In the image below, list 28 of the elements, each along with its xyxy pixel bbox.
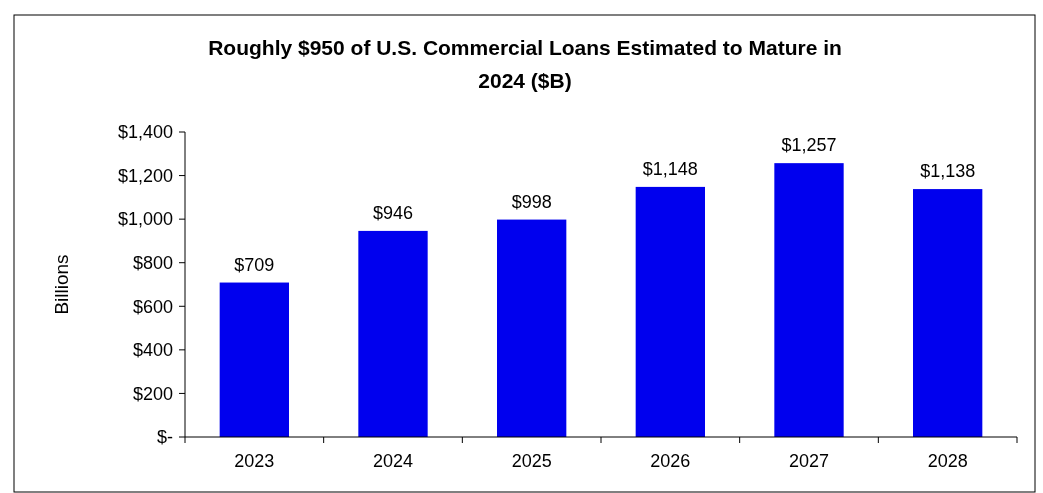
y-tick-label: $1,400 — [117, 122, 173, 143]
chart-title: Roughly $950 of U.S. Commercial Loans Estimated to Mature in 2024 ($B) — [208, 36, 842, 92]
bar — [497, 219, 567, 437]
data-label: $998 — [511, 191, 552, 212]
y-tick-label: $200 — [132, 383, 173, 404]
x-tick-label: 2027 — [788, 451, 830, 471]
y-tick-label: $400 — [132, 340, 173, 361]
bar — [774, 163, 844, 437]
y-tick-label: $- — [156, 427, 173, 448]
x-tick-label: 2024 — [372, 451, 414, 471]
bar — [358, 230, 428, 437]
x-tick-label: 2025 — [511, 451, 552, 471]
data-label: $1,257 — [781, 135, 837, 156]
x-tick-label: 2026 — [650, 451, 691, 471]
data-label: $1,138 — [920, 161, 976, 182]
x-tick-label: 2028 — [927, 451, 968, 471]
bar — [913, 189, 983, 437]
bar — [635, 186, 705, 437]
y-tick-label: $600 — [132, 296, 173, 317]
y-axis-title: Billions — [51, 254, 72, 315]
data-label: $709 — [234, 254, 275, 275]
bar — [219, 282, 289, 437]
data-label: $1,148 — [642, 158, 698, 179]
x-tick-label: 2023 — [234, 451, 275, 471]
y-tick-label: $1,000 — [117, 209, 173, 230]
y-tick-label: $800 — [132, 253, 173, 274]
y-tick-label: $1,200 — [117, 165, 173, 186]
data-label: $946 — [372, 202, 414, 223]
